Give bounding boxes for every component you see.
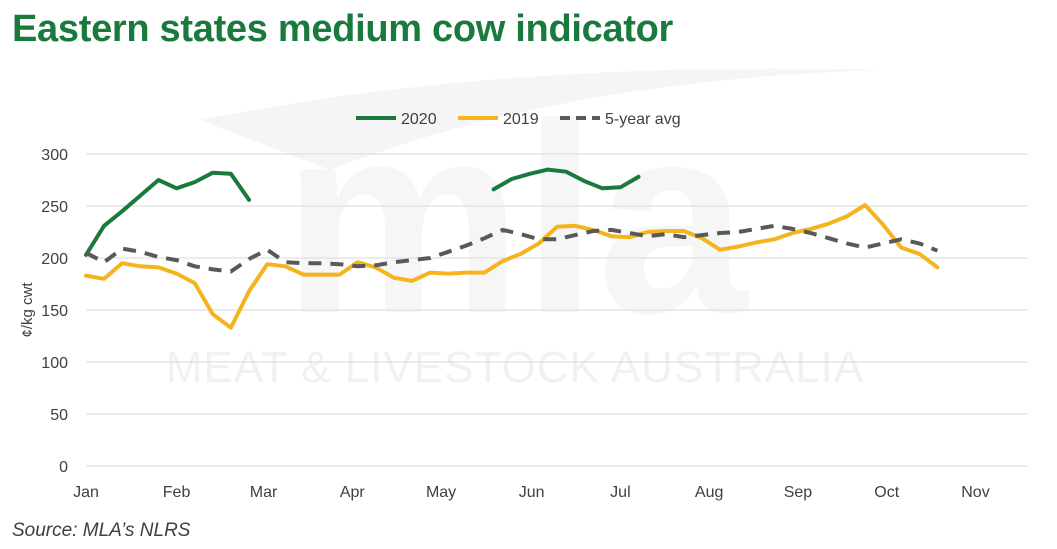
- x-tick-label-may: May: [426, 484, 456, 501]
- gridlines: [86, 153, 1028, 467]
- x-tick-label-jan: Jan: [73, 484, 99, 501]
- series-line-5-year-avg-1: [85, 223, 939, 274]
- x-axis-ticks: Jan Feb Mar Apr May Jun Jul Aug Sep Oct Nov: [73, 484, 990, 501]
- series-line-2020-2: [491, 167, 641, 192]
- legend-label-2020: 2020: [401, 111, 437, 128]
- x-tick-label-mar: Mar: [250, 484, 278, 501]
- y-tick-label-200: 200: [41, 251, 68, 268]
- series-lines: [84, 167, 940, 330]
- x-tick-label-feb: Feb: [163, 484, 191, 501]
- x-tick-label-oct: Oct: [874, 484, 899, 501]
- x-tick-label-jul: Jul: [610, 484, 630, 501]
- y-tick-label-50: 50: [50, 407, 68, 424]
- source-note: Source: MLA’s NLRS: [12, 520, 191, 541]
- chart-title: Eastern states medium cow indicator: [12, 8, 674, 50]
- y-tick-label-0: 0: [59, 459, 68, 476]
- y-tick-label-100: 100: [41, 355, 68, 372]
- y-tick-label-250: 250: [41, 199, 68, 216]
- y-axis-ticks: 0 50 100 150 200 250 300: [41, 147, 68, 476]
- series-line-2020-1: [84, 170, 251, 257]
- x-tick-label-jun: Jun: [519, 484, 545, 501]
- legend-label-2019: 2019: [503, 111, 539, 128]
- legend: 2020 2019 5-year avg: [356, 111, 681, 128]
- y-tick-label-150: 150: [41, 303, 68, 320]
- x-tick-label-aug: Aug: [695, 484, 723, 501]
- series-line-2019-1: [84, 203, 940, 330]
- y-axis-label: ¢/kg cwt: [19, 282, 36, 338]
- watermark-swoosh: [200, 68, 880, 170]
- watermark-text: MEAT & LIVESTOCK AUSTRALIA: [166, 343, 864, 392]
- x-tick-label-sep: Sep: [784, 484, 813, 501]
- legend-label-5-year-avg: 5-year avg: [605, 111, 681, 128]
- x-tick-label-apr: Apr: [340, 484, 366, 501]
- y-tick-label-300: 300: [41, 147, 68, 164]
- x-tick-label-nov: Nov: [961, 484, 989, 501]
